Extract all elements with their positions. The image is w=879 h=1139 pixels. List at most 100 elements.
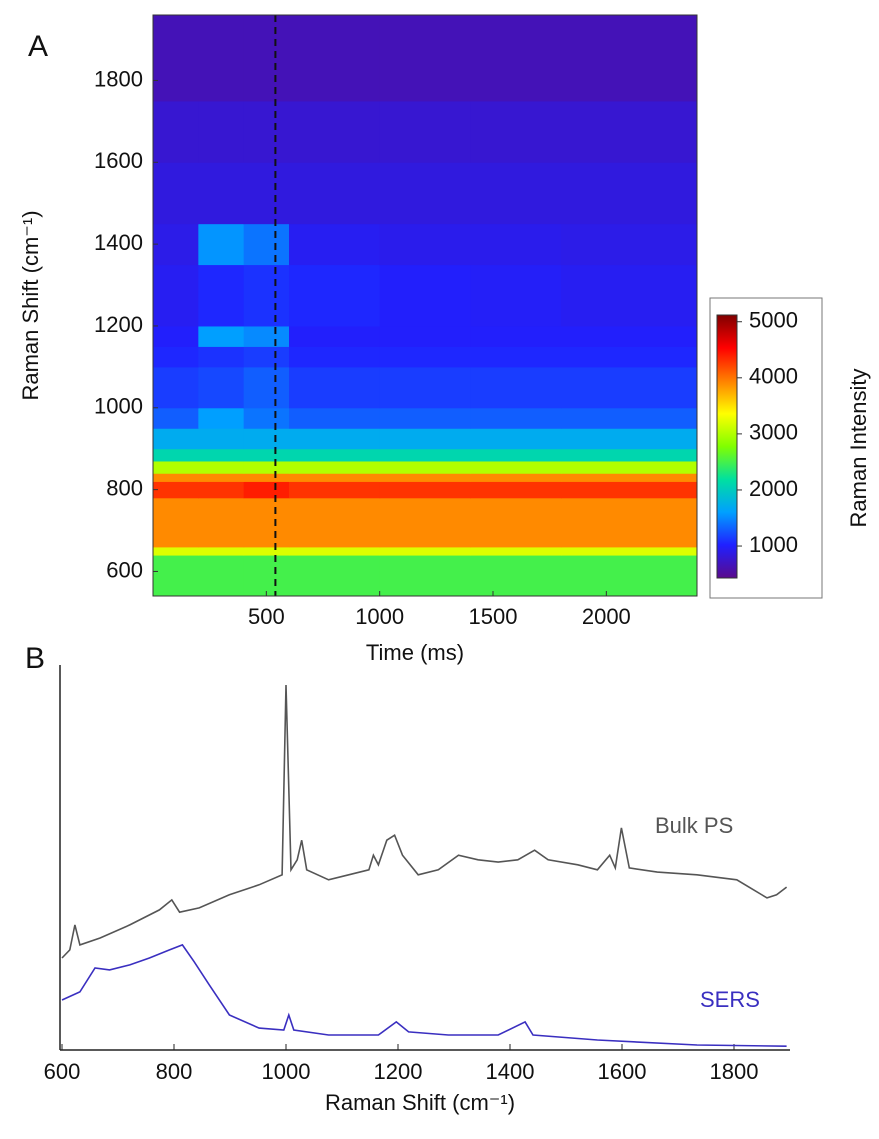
series-label: Bulk PS (655, 813, 733, 838)
heatmap-cell (289, 15, 381, 102)
heatmap-cell (198, 473, 245, 482)
heatmap-cell (153, 100, 199, 163)
spectrum-line (61, 943, 787, 1047)
heatmap-cell (289, 473, 381, 482)
heatmap-cell (379, 428, 471, 450)
heatmap-cell (243, 546, 290, 556)
heatmap-cell (243, 346, 290, 368)
heatmap-cell (470, 481, 562, 499)
heatmap-cell (379, 473, 471, 482)
heatmap-cell (198, 15, 245, 102)
heatmap-cell (289, 366, 381, 409)
heatmap-cell (470, 546, 562, 556)
heatmap-cell (470, 448, 562, 462)
heatmap-cell (243, 460, 290, 474)
heatmap-cell (243, 428, 290, 450)
heatmap-cell (198, 366, 245, 409)
heatmap-cell (198, 346, 245, 368)
heatmap-cell (561, 223, 698, 266)
heatmap-cell (289, 546, 381, 556)
heatmap-cell (198, 325, 245, 347)
heatmap-cell (561, 15, 698, 102)
heatmap-cell (470, 162, 562, 225)
heatmap-cell (153, 460, 199, 474)
heatmap-cell (153, 407, 199, 429)
colorbar-tick-label: 5000 (749, 308, 798, 333)
heatmap-cell (198, 264, 245, 327)
heatmap-cell (153, 223, 199, 266)
x-tick-label: 500 (248, 604, 285, 629)
heatmap-cell (561, 497, 698, 548)
plot-frame (152, 14, 698, 597)
heatmap-cell (289, 428, 381, 450)
heatmap-cell (379, 555, 471, 597)
x-tick-label: 2000 (582, 604, 631, 629)
heatmap-cell (561, 162, 698, 225)
heatmap-cell (198, 546, 245, 556)
heatmap-cell (379, 546, 471, 556)
colorbar-tick-label: 4000 (749, 364, 798, 389)
heatmap-cell (289, 162, 381, 225)
heatmap-cell (153, 264, 199, 327)
heatmap-cell (561, 473, 698, 482)
heatmap-cell (198, 100, 245, 163)
heatmap-cell (243, 555, 290, 597)
y-tick-label: 600 (106, 557, 143, 582)
heatmap-cell (289, 460, 381, 474)
x-axis-label: Time (ms) (366, 640, 464, 665)
heatmap-cell (289, 264, 381, 327)
heatmap-cell (470, 325, 562, 347)
heatmap-cell (379, 366, 471, 409)
heatmap-cell (243, 497, 290, 548)
heatmap-cell (153, 546, 199, 556)
heatmap-cell (470, 223, 562, 266)
x-axis-label: Raman Shift (cm⁻¹) (325, 1090, 515, 1115)
heatmap-cell (561, 100, 698, 163)
x-tick-label: 1400 (486, 1059, 535, 1084)
heatmap-cell (243, 481, 290, 499)
series-label: SERS (700, 987, 760, 1012)
x-tick-label: 800 (156, 1059, 193, 1084)
y-tick-label: 1400 (94, 230, 143, 255)
heatmap-cell (561, 366, 698, 409)
heatmap-cell (153, 162, 199, 225)
heatmap-cell (470, 460, 562, 474)
heatmap-cell (153, 15, 199, 102)
heatmap-cell (379, 162, 471, 225)
heatmap-cell (561, 546, 698, 556)
heatmap-cell (561, 264, 698, 327)
heatmap-cell (289, 497, 381, 548)
heatmap-cell (243, 325, 290, 347)
y-tick-label: 1000 (94, 394, 143, 419)
heatmap-cell (379, 460, 471, 474)
heatmap-cell (470, 346, 562, 368)
heatmap-cell (198, 555, 245, 597)
heatmap-cell (153, 481, 199, 499)
heatmap-cell (243, 100, 290, 163)
heatmap-cell (379, 223, 471, 266)
spectrum-line (61, 684, 788, 959)
heatmap-cell (379, 448, 471, 462)
heatmap-cell (289, 325, 381, 347)
heatmap-cell (153, 448, 199, 462)
panel-label: B (25, 642, 45, 675)
heatmap-cell (153, 497, 199, 548)
x-tick-label: 1000 (262, 1059, 311, 1084)
heatmap-cell (470, 100, 562, 163)
heatmap-cell (289, 407, 381, 429)
heatmap-cell (243, 15, 290, 102)
heatmap-cell (198, 460, 245, 474)
heatmap-cell (470, 555, 562, 597)
colorbar-label: Raman Intensity (846, 369, 871, 528)
heatmap-cell (289, 100, 381, 163)
heatmap-cell (561, 555, 698, 597)
heatmap-cell (243, 162, 290, 225)
heatmap-cell (153, 428, 199, 450)
heatmap-cell (379, 264, 471, 327)
heatmap-cell (561, 407, 698, 429)
heatmap-cell (470, 497, 562, 548)
x-tick-label: 1000 (355, 604, 404, 629)
heatmap-cell (470, 428, 562, 450)
heatmap-cell (561, 481, 698, 499)
heatmap-cell (379, 407, 471, 429)
